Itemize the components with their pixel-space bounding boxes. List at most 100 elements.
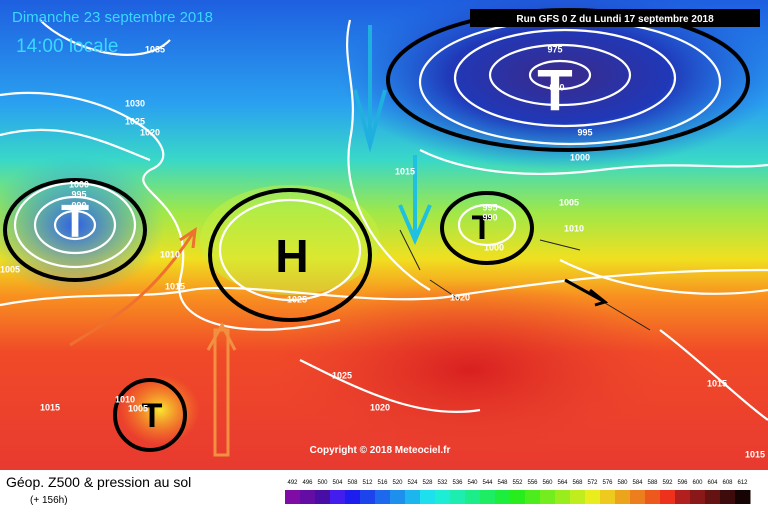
isobar-label: 1005: [559, 197, 579, 207]
scale-label: 544: [482, 480, 493, 486]
isobar-label: 1020: [450, 292, 470, 302]
pressure-center: H: [275, 230, 308, 282]
scale-label: 572: [587, 480, 598, 486]
scale-label: 560: [542, 480, 553, 486]
run-label: Run GFS 0 Z du Lundi 17 septembre 2018: [516, 14, 714, 25]
scale-label: 524: [407, 480, 418, 486]
scale-swatch: [375, 490, 391, 504]
legend-title: Géop. Z500 & pression au sol: [6, 474, 191, 490]
scale-label: 540: [467, 480, 478, 486]
isobar-label: 995: [71, 189, 86, 199]
isobar-label: 990: [482, 212, 497, 222]
scale-swatch: [480, 490, 496, 504]
scale-swatch: [330, 490, 346, 504]
isobar-label: 1005: [0, 264, 20, 274]
scale-swatch: [585, 490, 601, 504]
isobar-label: 995: [577, 127, 592, 137]
isobar-label: 1015: [707, 378, 727, 388]
pressure-center: T: [142, 397, 163, 435]
isobar-label: 1020: [370, 402, 390, 412]
scale-swatch: [570, 490, 586, 504]
pressure-center: T: [472, 209, 493, 247]
isobar-label: 1010: [115, 394, 135, 404]
isobar-label: 1020: [140, 127, 160, 137]
scale-swatch: [630, 490, 646, 504]
pressure-center: T: [537, 58, 572, 123]
scale-label: 532: [437, 480, 448, 486]
scale-label: 500: [317, 480, 328, 486]
isobar-label: 1015: [745, 449, 765, 459]
legend-lead: (+ 156h): [30, 495, 68, 506]
scale-swatch: [720, 490, 736, 504]
scale-label: 520: [392, 480, 403, 486]
scale-swatch: [675, 490, 691, 504]
isobar-label: 1000: [484, 242, 504, 252]
scale-swatch: [495, 490, 511, 504]
isobar-label: 1010: [160, 249, 180, 259]
scale-label: 608: [722, 480, 733, 486]
scale-swatch: [600, 490, 616, 504]
scale-swatch: [615, 490, 631, 504]
isobar-label: 1030: [125, 98, 145, 108]
scale-label: 528: [422, 480, 433, 486]
isobar-label: 1010: [564, 223, 584, 233]
scale-label: 580: [617, 480, 628, 486]
scale-label: 600: [692, 480, 703, 486]
scale-swatch: [420, 490, 436, 504]
scale-label: 492: [287, 480, 298, 486]
scale-swatch: [690, 490, 706, 504]
scale-label: 536: [452, 480, 463, 486]
isobar-label: 1025: [287, 294, 307, 304]
scale-label: 504: [332, 480, 343, 486]
time-label: 14:00 locale: [16, 36, 118, 57]
scale-label: 596: [677, 480, 688, 486]
isobar-label: 1015: [395, 166, 415, 176]
scale-swatch: [555, 490, 571, 504]
scale-swatch: [435, 490, 451, 504]
map: [0, 0, 768, 470]
scale-swatch: [525, 490, 541, 504]
scale-label: 612: [737, 480, 748, 486]
date-label: Dimanche 23 septembre 2018: [12, 9, 213, 26]
scale-swatch: [540, 490, 556, 504]
pressure-center: T: [61, 195, 89, 247]
isobar-label: 990: [549, 82, 564, 92]
isobar-label: 1025: [125, 116, 145, 126]
scale-label: 548: [497, 480, 508, 486]
scale-swatch: [450, 490, 466, 504]
scale-label: 604: [707, 480, 718, 486]
isobar-label: 1015: [40, 402, 60, 412]
scale-swatch: [390, 490, 406, 504]
run-box: [470, 9, 760, 27]
scale-swatch: [300, 490, 316, 504]
scale-swatch: [705, 490, 721, 504]
color-scale: 492 496 500 504 508 512 516 520 524 528 532 536 540 5…: [285, 480, 751, 504]
scale-swatch: [510, 490, 526, 504]
isobar-label: 1035: [145, 44, 165, 54]
copyright: Copyright © 2018 Meteociel.fr: [310, 445, 451, 456]
scale-label: 588: [647, 480, 658, 486]
scale-swatch: [465, 490, 481, 504]
scale-label: 508: [347, 480, 358, 486]
scale-label: 584: [632, 480, 643, 486]
scale-label: 592: [662, 480, 673, 486]
scale-swatch: [360, 490, 376, 504]
scale-swatch: [315, 490, 331, 504]
scale-swatch: [405, 490, 421, 504]
scale-label: 556: [527, 480, 538, 486]
isobar-label: 1005: [128, 403, 148, 413]
scale-swatch: [645, 490, 661, 504]
scale-label: 552: [512, 480, 523, 486]
isobar-label: 1025: [332, 370, 352, 380]
isobar-label: 1015: [165, 281, 185, 291]
isobar-label: 990: [71, 200, 86, 210]
scale-label: 512: [362, 480, 373, 486]
scale-swatch: [660, 490, 676, 504]
scale-label: 576: [602, 480, 613, 486]
scale-swatch: [285, 490, 301, 504]
isobar-label: 1000: [570, 152, 590, 162]
scale-swatch: [735, 490, 751, 504]
isobar-label: 975: [547, 44, 562, 54]
